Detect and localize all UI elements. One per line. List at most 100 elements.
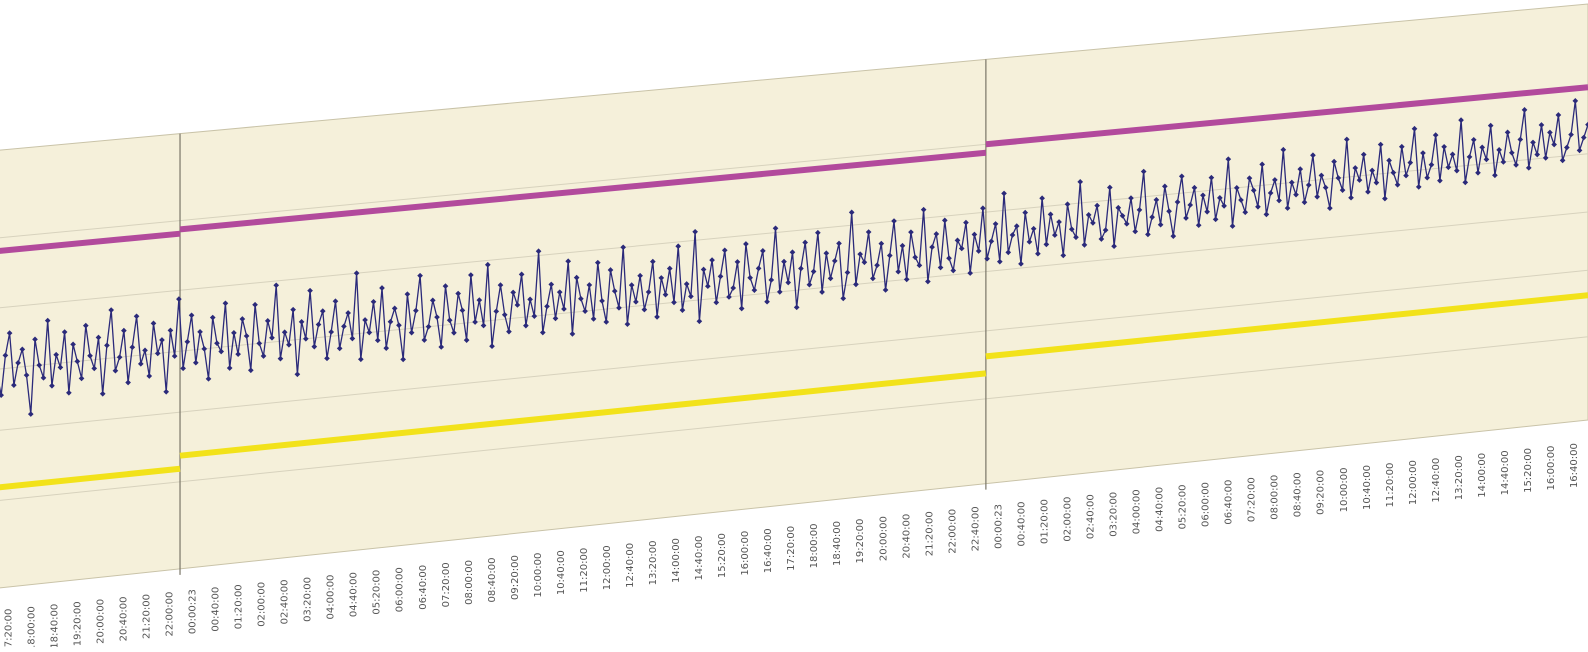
data-point [353,270,360,276]
data-point [510,289,517,296]
data-point [1551,141,1557,148]
data-point [700,266,707,273]
data-point [154,350,161,357]
data-point [1255,203,1261,210]
data-point [544,303,550,310]
data-point [903,276,910,283]
data-point [1064,201,1071,208]
data-point [683,281,690,287]
data-point [332,298,339,305]
data-point [506,328,512,335]
data-point [552,315,559,322]
data-point [899,242,906,249]
data-point [163,388,170,395]
data-point [277,355,284,362]
data-point [1056,219,1062,225]
data-point [586,282,593,288]
data-point [1009,232,1016,238]
data-point [294,371,301,378]
x-tick-label: 21:20:00 [141,594,152,639]
data-point [366,329,373,336]
data-point [451,329,457,336]
data-point [82,322,89,329]
data-point [133,313,140,320]
data-point [616,304,622,311]
gridline [0,336,1588,501]
x-tick-label: 05:20:00 [372,570,383,615]
data-point [78,375,85,382]
data-point [1250,187,1257,194]
x-tick-label: 13:20:00 [648,540,659,585]
data-point [569,331,576,337]
data-point [1530,139,1536,146]
data-point [341,323,347,330]
data-point [70,341,76,348]
data-point [1542,155,1549,161]
data-point [1301,199,1308,206]
data-point [831,258,838,264]
data-point [472,319,478,325]
data-point [641,306,648,313]
data-point [1564,144,1570,151]
data-point [776,289,783,295]
data-point [1466,154,1473,160]
data-point [971,231,978,238]
x-tick-label: 14:00:00 [671,538,682,583]
data-point [662,291,669,298]
data-point [1132,228,1139,235]
data-point [421,337,428,343]
data-point [137,360,144,367]
data-point [1479,144,1486,151]
x-tick-label: 17:20:00 [3,609,14,647]
data-point [459,307,466,314]
data-point [743,241,749,247]
data-point [197,329,203,335]
data-point [1538,122,1545,128]
data-point [891,218,897,224]
data-point [438,344,445,350]
data-point [1453,167,1460,174]
data-point [954,237,961,244]
data-point [129,344,136,351]
data-point [281,329,288,336]
data-point [967,270,974,276]
data-point [1035,250,1041,257]
data-point [1331,158,1337,165]
data-point [738,305,745,312]
x-tick-label: 05:20:00 [1178,485,1189,530]
data-point [709,257,715,263]
data-point [1212,216,1219,223]
data-point [1263,211,1270,218]
data-point [1162,183,1168,190]
data-point [370,298,377,305]
data-point [1348,194,1354,201]
data-point [1576,147,1583,154]
data-point [1090,220,1096,226]
x-tick-label: 12:40:00 [625,543,636,588]
x-tick-label: 22:40:00 [970,506,981,551]
data-point [561,306,567,312]
data-point [912,254,919,261]
data-point [1339,187,1346,193]
data-point [311,343,318,350]
data-point [603,319,610,325]
data-point [23,372,30,378]
data-point [1293,191,1299,198]
data-point [192,359,199,366]
x-tick-label: 00:00:23 [993,504,1004,549]
data-point [1521,107,1528,113]
x-tick-label: 02:00:00 [1062,497,1073,542]
data-point [857,251,863,257]
data-point [671,299,677,306]
x-tick-label: 16:00:00 [1546,446,1557,491]
data-point [307,287,313,294]
data-point [489,343,495,350]
data-point [218,348,225,355]
data-point [180,365,186,372]
x-tick-label: 08:40:00 [1293,472,1304,517]
x-tick-label: 14:00:00 [1477,453,1488,498]
data-point [886,252,893,259]
data-point [675,243,682,250]
data-point [937,264,944,271]
data-point [1288,179,1295,186]
